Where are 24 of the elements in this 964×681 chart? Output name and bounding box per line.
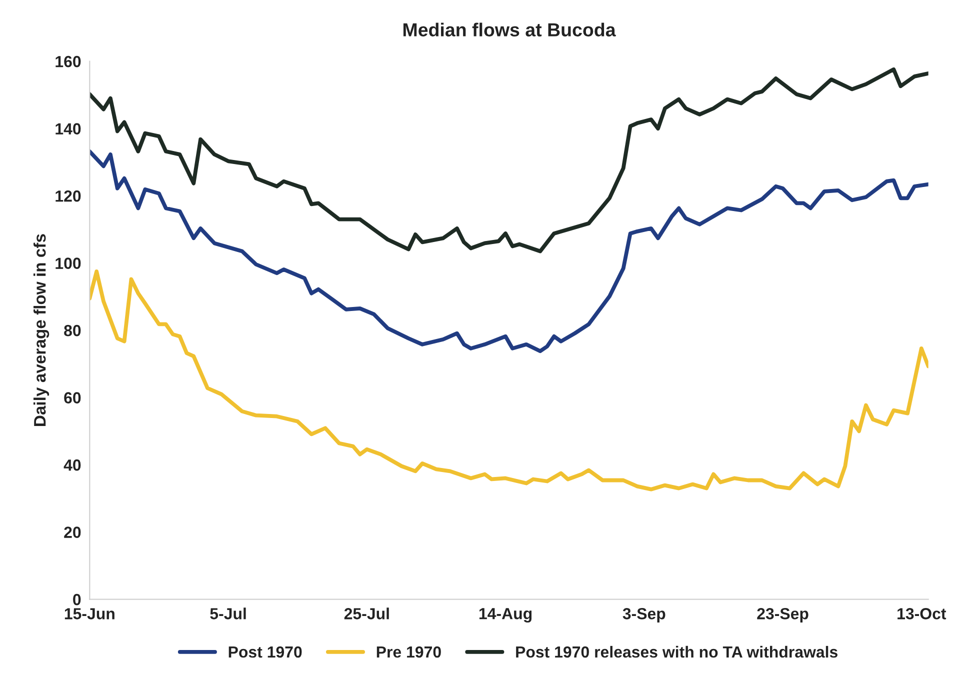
legend-label: Post 1970	[228, 646, 302, 658]
y-tick-label: 100	[56, 258, 81, 269]
x-tick-label: 23-Sep	[757, 608, 808, 622]
y-axis-title: Daily average flow in cfs	[34, 234, 50, 426]
line-series	[90, 269, 928, 492]
y-tick-label: 40	[64, 459, 81, 471]
y-tick-label: 160	[56, 56, 81, 68]
y-tick-label: 0	[73, 594, 81, 606]
y-tick-label: 80	[64, 324, 81, 336]
y-tick-label: 140	[56, 123, 81, 134]
x-tick-label: 25-Jul	[344, 608, 389, 620]
legend-label: Pre 1970	[376, 646, 441, 658]
line-series	[90, 149, 928, 354]
chart-title: Median flows at Bucoda	[403, 22, 616, 36]
y-tick-label: 20	[64, 526, 81, 538]
x-tick-label: 15-Jun	[64, 608, 114, 620]
x-tick-label: 14-Aug	[479, 608, 532, 622]
line-series	[90, 67, 928, 254]
x-tick-label: 13-Oct	[898, 608, 946, 620]
x-tick-label: 5-Jul	[210, 608, 246, 620]
y-tick-label: 120	[56, 190, 81, 202]
legend-label: Post 1970 releases with no TA withdrawals	[516, 646, 838, 658]
x-tick-label: 3-Sep	[622, 608, 666, 622]
y-tick-label: 60	[64, 392, 81, 404]
